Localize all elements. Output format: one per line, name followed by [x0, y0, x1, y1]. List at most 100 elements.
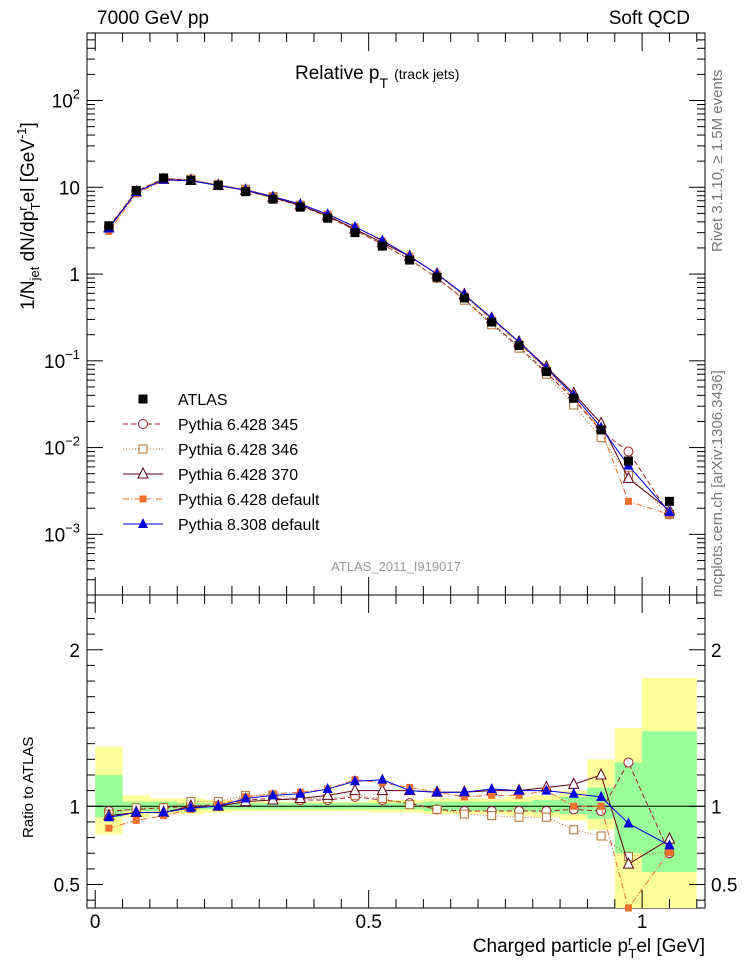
main-point-s2-19 [622, 471, 635, 484]
main-ytick-label-4: 10 [59, 178, 80, 199]
ratio-plot-frame [86, 594, 706, 909]
legend-marker-1 [138, 444, 148, 454]
main-ytick-label-3: 1 [69, 265, 80, 286]
ratio-point-s3-0 [105, 824, 113, 832]
ratio-point-s2-8 [321, 788, 334, 800]
ratio-point-s4-7 [295, 787, 306, 798]
atlas-point-11 [405, 255, 415, 265]
atlas-point-9 [350, 228, 360, 238]
main-point-s3-19 [624, 497, 632, 505]
atlas-point-18 [596, 425, 606, 435]
ratio-point-s0-19 [623, 757, 634, 768]
legend-label-4: Pythia 8.308 default [178, 517, 320, 534]
main-line-series-4 [108, 179, 670, 513]
mcplots-reference-label: mcplots.cern.ch [arXiv:1306.3436] [709, 370, 726, 597]
ratio-point-s1-18 [596, 831, 606, 841]
ratio-point-s4-14 [486, 783, 497, 794]
ratio-point-s3-15 [515, 791, 523, 799]
rivet-version-label: Rivet 3.1.10, ≥ 1.5M events [709, 70, 726, 253]
ratio-point-s4-6 [267, 789, 278, 800]
ratio-point-s4-15 [514, 784, 525, 795]
atlas-point-8 [323, 213, 333, 223]
atlas-point-7 [295, 202, 305, 212]
ratio-point-s3-14 [488, 791, 496, 799]
ratio-point-s4-3 [185, 801, 196, 812]
ratio-point-s4-8 [322, 783, 333, 794]
atlas-point-5 [241, 187, 251, 197]
ratio-point-s3-18 [597, 802, 605, 810]
ratio-y-axis-label: Ratio to ATLAS [20, 737, 37, 838]
atlas-point-2 [159, 173, 169, 183]
x-tick-label-0: 0 [90, 912, 101, 933]
x-axis-label: Charged particle pr Tel [GeV] [473, 933, 705, 961]
ratio-band-green-19 [614, 762, 643, 854]
main-line-series-2 [108, 178, 670, 511]
main-point-s0-19 [623, 446, 634, 457]
legend-label-3: Pythia 6.428 default [178, 492, 320, 509]
atlas-point-0 [104, 221, 114, 231]
atlas-point-15 [514, 341, 524, 351]
ratio-point-s4-16 [541, 784, 552, 795]
analysis-id: ATLAS_2011_I919017 [331, 559, 461, 574]
ratio-point-s4-17 [568, 787, 579, 798]
legend-marker-3 [139, 495, 147, 503]
ratio-point-s4-5 [240, 792, 251, 803]
atlas-point-14 [487, 317, 497, 327]
ratio-point-s4-1 [131, 806, 142, 817]
ratio-point-s4-2 [158, 806, 169, 817]
atlas-point-16 [541, 367, 551, 377]
legend-label-0: Pythia 6.428 345 [178, 417, 298, 434]
main-point-s4-20 [664, 506, 675, 517]
legend-label-2: Pythia 6.428 370 [178, 467, 298, 484]
x-tick-label-1: 0.5 [355, 912, 381, 933]
header-left: 7000 GeV pp [97, 8, 209, 29]
atlas-point-20 [664, 496, 674, 506]
main-line-series-3 [108, 179, 670, 515]
ratio-point-s2-9 [349, 783, 361, 796]
plot-title-main: Relative p [295, 63, 380, 84]
plot-title-sub: T [380, 75, 389, 91]
atlas-point-10 [377, 241, 387, 251]
legend: ATLAS Pythia 6.428 345 Pythia 6.428 346 Pyt… [123, 392, 320, 534]
ratio-point-s2-19 [622, 857, 635, 869]
ratio-point-s4-0 [103, 811, 114, 822]
ratio-axis-ticks: 0.5 0.5 1 1 2 2 0 0.5 1 [54, 595, 737, 933]
ratio-point-s1-16 [541, 812, 551, 822]
ratio-point-s4-18 [596, 790, 607, 801]
legend-marker-2 [137, 466, 149, 479]
ratio-point-s1-13 [459, 809, 469, 819]
ratio-point-s2-18 [595, 767, 607, 780]
atlas-point-19 [623, 456, 633, 466]
ratio-point-s1-14 [487, 811, 497, 821]
header-right: Soft QCD [608, 8, 690, 29]
ratio-point-s3-17 [570, 802, 578, 810]
ratio-point-s4-10 [377, 773, 388, 784]
main-axis-ticks: 10−3 10−2 10−1 1 10 102 [44, 32, 705, 596]
legend-label-1: Pythia 6.428 346 [178, 442, 298, 459]
atlas-point-13 [459, 293, 469, 303]
atlas-point-4 [213, 180, 223, 190]
legend-marker-4 [138, 518, 148, 528]
main-y-axis-label: 1/Njet dN/dprTel [GeV-1] [14, 122, 43, 310]
ratio-point-s3-20 [665, 848, 673, 856]
legend-label-atlas: ATLAS [178, 392, 228, 409]
plot-title-suffix: (track jets) [394, 66, 459, 82]
plot-title: Relative pT (track jets) [295, 63, 459, 91]
x-tick-label-2: 1 [637, 912, 648, 933]
ratio-point-s3-19 [624, 904, 632, 912]
legend-marker-atlas [138, 394, 148, 404]
ratio-point-s3-1 [132, 816, 140, 824]
atlas-point-1 [131, 185, 141, 195]
ratio-point-s1-11 [405, 800, 415, 810]
ratio-point-s4-4 [213, 800, 224, 811]
legend-marker-0 [138, 419, 148, 429]
main-ytick-label-5: 102 [52, 87, 80, 113]
ratio-point-s4-11 [404, 784, 415, 795]
ratio-ytick-label-right-1: 1 [711, 797, 722, 818]
ratio-point-s3-13 [460, 793, 468, 801]
ratio-point-s1-12 [432, 804, 442, 814]
atlas-point-3 [186, 175, 196, 185]
ratio-point-s1-15 [514, 812, 524, 822]
ratio-point-s4-20 [664, 839, 675, 850]
